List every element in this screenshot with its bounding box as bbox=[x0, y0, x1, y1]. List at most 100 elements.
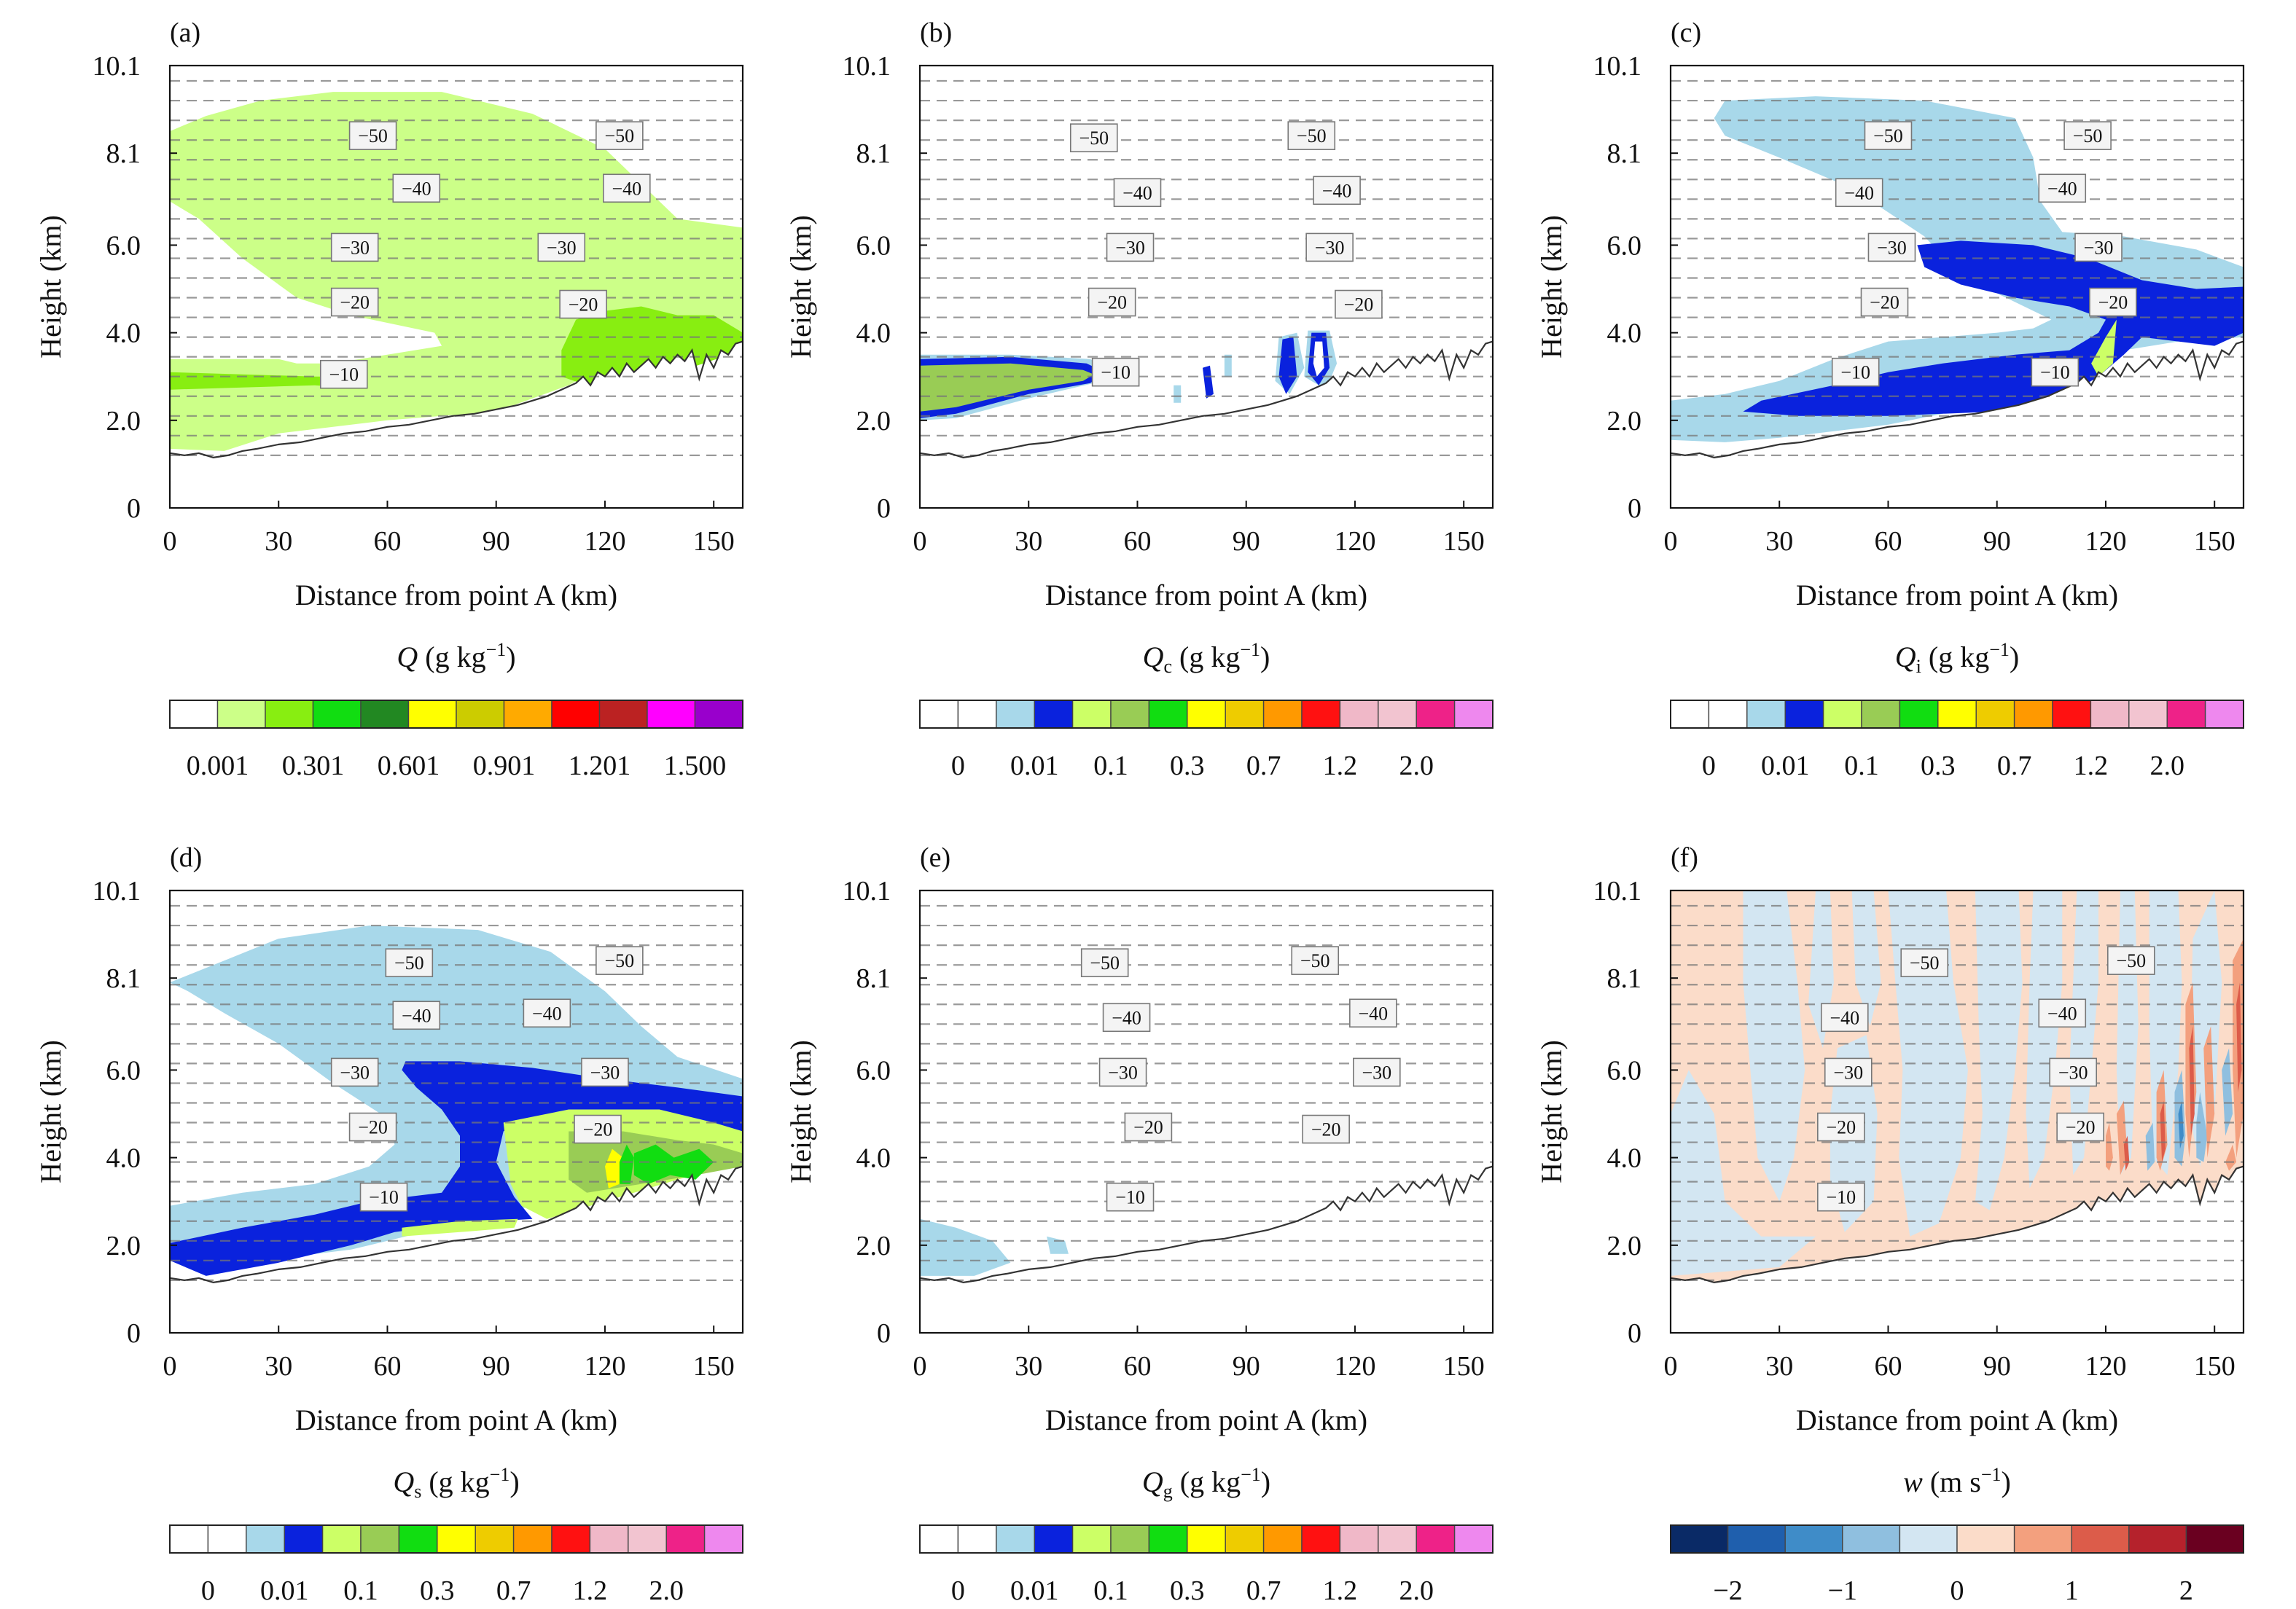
terrain-mask bbox=[920, 1166, 1493, 1333]
field-contour bbox=[2203, 1026, 2215, 1158]
isotherm-label: −40 bbox=[532, 1003, 562, 1024]
y-tick-label: 10.1 bbox=[1593, 876, 1642, 907]
terrain-mask bbox=[920, 341, 1493, 508]
y-tick-label: 0 bbox=[877, 1318, 891, 1349]
colorbar-swatch bbox=[551, 1524, 591, 1554]
field-contour bbox=[2178, 1100, 2184, 1149]
y-tick-label: 6.0 bbox=[106, 1055, 141, 1086]
colorbar-title-part: ) bbox=[2002, 1465, 2011, 1498]
colorbar-title-part: ) bbox=[1261, 1465, 1270, 1498]
plot-frame bbox=[168, 64, 744, 509]
isotherm-label: −40 bbox=[2047, 1003, 2077, 1024]
colorbar-title: Qc (g kg−1) bbox=[1143, 639, 1270, 677]
colorbar-swatch bbox=[1861, 700, 1901, 729]
isotherm-label: −40 bbox=[1830, 1007, 1859, 1028]
colorbar-label: 2 bbox=[2179, 1575, 2193, 1606]
colorbar-swatch bbox=[1339, 1524, 1379, 1554]
colorbar-label: 0.3 bbox=[1921, 751, 1956, 781]
isotherm-label: −40 bbox=[2047, 178, 2077, 199]
colorbar-swatch bbox=[1187, 1524, 1226, 1554]
colorbar-label: −1 bbox=[1828, 1575, 1857, 1606]
isotherm-label: −20 bbox=[569, 294, 598, 316]
colorbar-swatch bbox=[703, 1524, 743, 1554]
isotherm-label-box bbox=[596, 121, 644, 150]
colorbar-label: 1.2 bbox=[573, 1575, 608, 1606]
y-tick-label: 4.0 bbox=[1607, 318, 1642, 349]
x-tick-label: 30 bbox=[265, 526, 292, 557]
plot-area: −50 −50 −40 −40 −30 −30 −20 −20 −10 −10 bbox=[1671, 79, 2244, 508]
colorbar-swatch bbox=[957, 700, 997, 729]
colorbar-title-part: w bbox=[1903, 1465, 1923, 1498]
isotherm-label: −10 bbox=[2040, 362, 2070, 383]
colorbar-swatch bbox=[1225, 1524, 1265, 1554]
isotherm-label: −40 bbox=[1112, 1007, 1141, 1028]
colorbar-label: 1.201 bbox=[569, 751, 631, 781]
isotherm-label-box bbox=[1091, 357, 1140, 387]
colorbar-label: −2 bbox=[1713, 1575, 1742, 1606]
isotherm-label-box bbox=[1088, 287, 1136, 317]
x-tick-label: 60 bbox=[373, 526, 401, 557]
isotherm-label: −50 bbox=[1079, 128, 1109, 149]
colorbar-title-part: −1 bbox=[1241, 1464, 1261, 1485]
colorbar-title-part: Q bbox=[1142, 1465, 1163, 1498]
isotherm-label: −30 bbox=[2084, 237, 2114, 258]
colorbar-swatch bbox=[284, 1524, 324, 1554]
x-tick-label: 90 bbox=[1233, 1351, 1260, 1382]
field-contour bbox=[1671, 1070, 1816, 1276]
colorbar-swatch bbox=[312, 700, 362, 729]
isotherm-label-box bbox=[1291, 946, 1340, 975]
colorbar-swatch bbox=[1453, 700, 1493, 729]
x-tick-label: 60 bbox=[373, 1351, 401, 1382]
colorbar-title-part: g bbox=[1163, 1481, 1173, 1502]
colorbar-label: 0.7 bbox=[496, 1575, 531, 1606]
colorbar-label: 2.0 bbox=[2149, 751, 2184, 781]
isotherm-label-box bbox=[1353, 1057, 1401, 1087]
x-tick-label: 30 bbox=[1765, 1351, 1793, 1382]
y-tick-label: 8.1 bbox=[1607, 138, 1642, 169]
y-tick-label: 0 bbox=[127, 1318, 141, 1349]
x-tick-label: 120 bbox=[1334, 1351, 1375, 1382]
y-tick-label: 8.1 bbox=[106, 138, 141, 169]
isotherm-label-box bbox=[1102, 1003, 1151, 1033]
colorbar-swatch bbox=[360, 700, 410, 729]
colorbar-label: 0.1 bbox=[1093, 1575, 1128, 1606]
isotherm-label-box bbox=[348, 121, 397, 150]
colorbar-label: 0 bbox=[951, 751, 965, 781]
isotherm-label-box bbox=[1835, 178, 1883, 208]
colorbar-frame bbox=[919, 1524, 1493, 1554]
x-tick-label: 90 bbox=[1233, 526, 1260, 557]
panel-label: (a) bbox=[170, 17, 200, 48]
terrain-line bbox=[920, 1165, 1493, 1284]
colorbar-label: 0.01 bbox=[1761, 751, 1810, 781]
colorbar-swatch bbox=[512, 1524, 552, 1554]
colorbar-swatch bbox=[216, 700, 266, 729]
colorbar-title-part: ) bbox=[1260, 641, 1270, 673]
field-contour bbox=[1851, 890, 1881, 1027]
y-tick-label: 10.1 bbox=[93, 876, 141, 907]
colorbar-frame bbox=[169, 700, 743, 729]
isotherm-label-box bbox=[2038, 173, 2087, 203]
field-contour bbox=[2160, 1100, 2166, 1162]
colorbar-swatch bbox=[1262, 700, 1303, 729]
colorbar-frame bbox=[1670, 1524, 2244, 1554]
isotherm-label: −40 bbox=[612, 178, 641, 199]
colorbar-swatch bbox=[1339, 700, 1379, 729]
isotherm-label: −30 bbox=[1877, 237, 1907, 258]
isotherm-label-box bbox=[330, 1057, 379, 1087]
field-contour bbox=[1743, 240, 2244, 416]
plot-area: −50 −50 −40 −40 −30 −30 −20 −20 −10 bbox=[170, 904, 743, 1333]
colorbar-title-part: ) bbox=[2010, 641, 2019, 673]
colorbar-swatch bbox=[1937, 700, 1977, 729]
isotherm-label: −50 bbox=[394, 952, 424, 974]
colorbar-swatch bbox=[2128, 1524, 2187, 1554]
colorbar-label: 0 bbox=[951, 1575, 965, 1606]
colorbar-swatch bbox=[1899, 700, 1939, 729]
terrain-line bbox=[1671, 1165, 2244, 1284]
colorbar-title-part: (g kg bbox=[1921, 641, 1989, 673]
colorbar-title-part: (g kg bbox=[1173, 1465, 1241, 1498]
isotherm-label: −10 bbox=[1115, 1187, 1145, 1208]
colorbar-title: Qg (g kg−1) bbox=[1142, 1464, 1270, 1502]
x-tick-label: 150 bbox=[693, 526, 735, 557]
colorbar-swatch bbox=[1301, 700, 1341, 729]
colorbar-swatch bbox=[1034, 1524, 1074, 1554]
